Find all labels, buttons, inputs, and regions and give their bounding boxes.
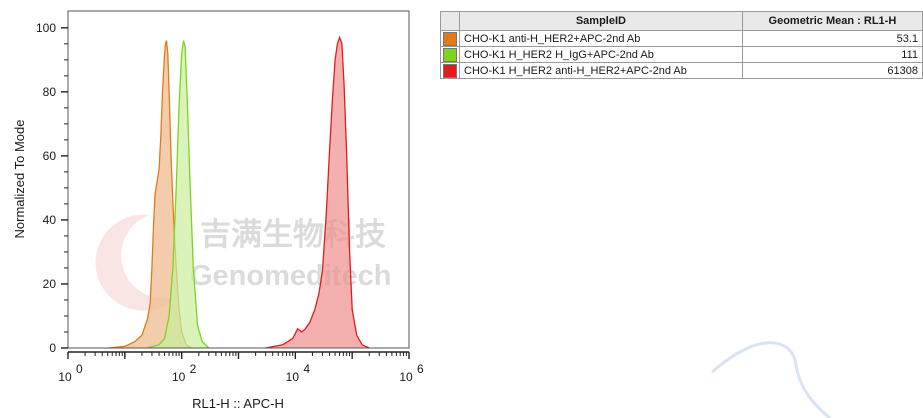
x-axis-title: RL1-H :: APC-H bbox=[192, 396, 284, 411]
legend-header-geomean: Geometric Mean : RL1-H bbox=[741, 11, 923, 31]
histogram-line-series-1 bbox=[147, 40, 210, 349]
y-axis-title: Normalized To Mode bbox=[12, 120, 27, 239]
x-tick-exponent: 6 bbox=[417, 362, 424, 376]
x-tick-exponent: 0 bbox=[76, 362, 83, 376]
x-tick-exponent: 2 bbox=[190, 362, 197, 376]
legend-header-sampleid: SampleID bbox=[459, 11, 743, 31]
y-axis: 0 20 40 60 80 100 bbox=[36, 11, 69, 355]
legend-geo-mean: 111 bbox=[741, 46, 923, 63]
legend-sample-name: CHO-K1 H_HER2 H_IgG+APC-2nd Ab bbox=[459, 46, 743, 63]
y-tick-label: 100 bbox=[36, 21, 56, 35]
watermark-chinese-text: 吉满生物科技 bbox=[200, 217, 386, 252]
watermark-stroke bbox=[711, 341, 831, 418]
legend-sample-name: CHO-K1 anti-H_HER2+APC-2nd Ab bbox=[459, 30, 743, 47]
x-tick-label: 10 bbox=[286, 370, 300, 384]
legend-header-swatch bbox=[440, 11, 460, 31]
x-tick-label: 10 bbox=[399, 370, 413, 384]
legend-swatch-green bbox=[443, 47, 457, 62]
x-tick-label: 10 bbox=[58, 370, 72, 384]
legend-swatch-red bbox=[443, 63, 457, 78]
y-tick-label: 20 bbox=[43, 277, 57, 291]
y-tick-label: 60 bbox=[43, 149, 57, 163]
y-tick-label: 80 bbox=[43, 85, 57, 99]
histogram-area-series-0 bbox=[107, 40, 192, 348]
legend-header-row: SampleID Geometric Mean : RL1-H bbox=[440, 11, 923, 31]
y-tick-label: 0 bbox=[49, 341, 56, 355]
watermark-logo: 吉满生物科技 Genomeditech bbox=[95, 214, 391, 311]
legend-geo-mean: 53.1 bbox=[741, 30, 923, 47]
y-tick-label: 40 bbox=[43, 213, 57, 227]
legend-row: CHO-K1 anti-H_HER2+APC-2nd Ab 53.1 bbox=[440, 30, 923, 47]
watermark-logo-mark bbox=[95, 214, 178, 311]
watermark-english-text: Genomeditech bbox=[190, 260, 391, 292]
histogram-curves bbox=[107, 35, 370, 349]
legend-sample-name: CHO-K1 H_HER2 anti-H_HER2+APC-2nd Ab bbox=[459, 62, 743, 79]
legend-geo-mean: 61308 bbox=[741, 62, 923, 79]
histogram-line-series-2 bbox=[265, 35, 370, 349]
histogram-area-series-2 bbox=[265, 37, 370, 349]
legend-swatch-orange bbox=[443, 31, 457, 46]
legend-row: CHO-K1 H_HER2 H_IgG+APC-2nd Ab 111 bbox=[440, 46, 923, 63]
legend-row: CHO-K1 H_HER2 anti-H_HER2+APC-2nd Ab 613… bbox=[440, 62, 923, 79]
x-tick-exponent: 4 bbox=[303, 362, 310, 376]
legend-table: SampleID Geometric Mean : RL1-H CHO-K1 a… bbox=[440, 11, 923, 79]
x-tick-label: 10 bbox=[172, 370, 186, 384]
